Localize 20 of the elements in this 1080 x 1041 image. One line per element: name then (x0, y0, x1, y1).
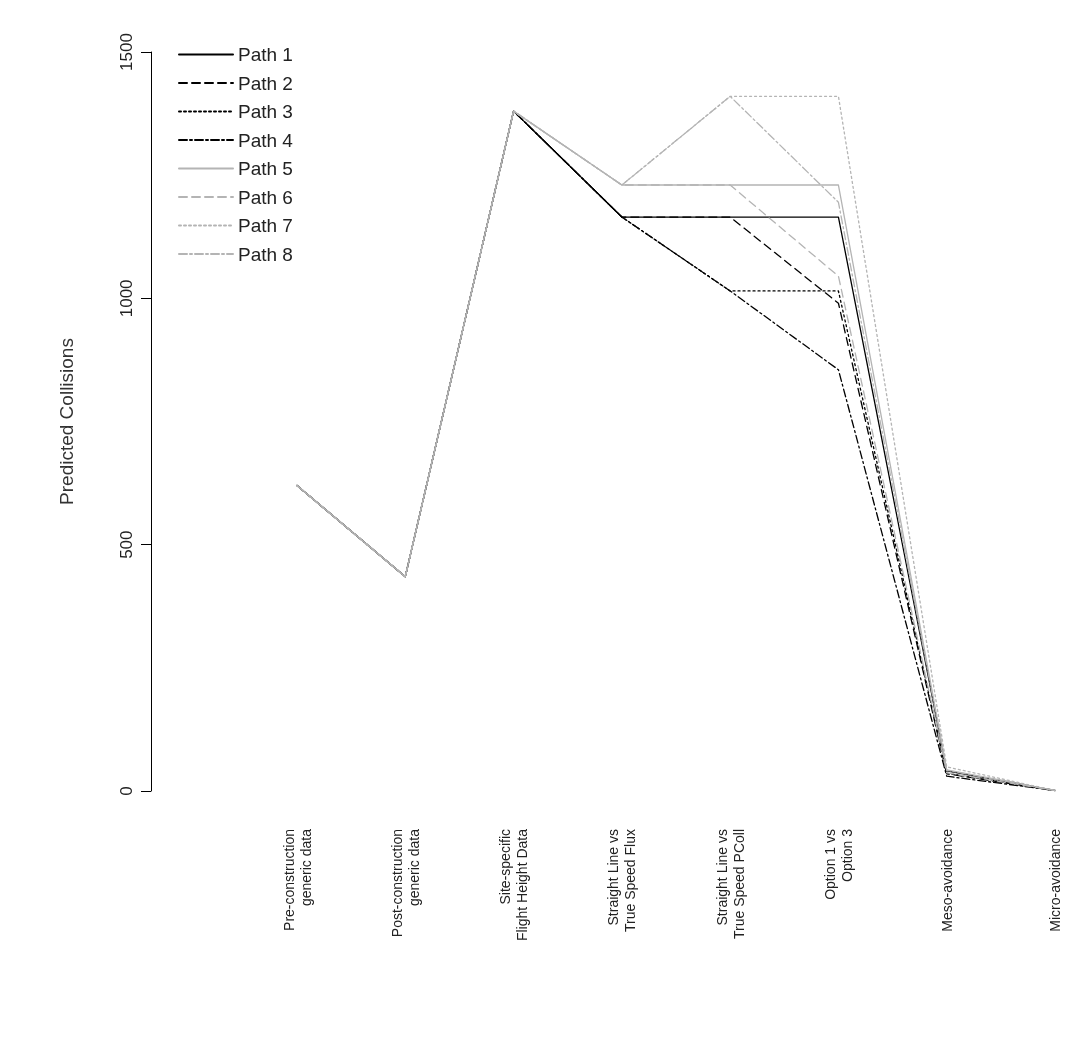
y-tick-label: 1000 (117, 279, 136, 318)
x-tick-label: Option 1 vs Option 3 (821, 828, 855, 900)
y-axis-title: Predicted Collisions (56, 338, 77, 505)
x-tick-label: Straight Line vs True Speed Flux (605, 829, 639, 932)
legend-label: Path 1 (238, 44, 293, 65)
y-tick-label: 0 (117, 786, 136, 796)
x-tick-label: Micro-avoidance (1047, 828, 1063, 932)
legend-label: Path 6 (238, 186, 293, 208)
x-tick-label: Pre-construction generic data (280, 828, 314, 931)
x-tick-label: Post-construction generic data (388, 828, 422, 938)
legend-label: Path 4 (238, 129, 294, 151)
legend-label: Path 7 (238, 215, 293, 236)
legend-label: Path 5 (238, 158, 293, 179)
legend-label: Path 3 (238, 101, 293, 122)
x-tick-label: Straight Line vs True Speed PColl (713, 829, 747, 939)
legend-label: Path 8 (238, 243, 293, 265)
y-tick-label: 1500 (117, 33, 136, 71)
legend-label: Path 2 (238, 72, 293, 94)
y-tick-label: 500 (117, 530, 136, 559)
x-tick-label: Meso-avoidance (938, 828, 955, 932)
